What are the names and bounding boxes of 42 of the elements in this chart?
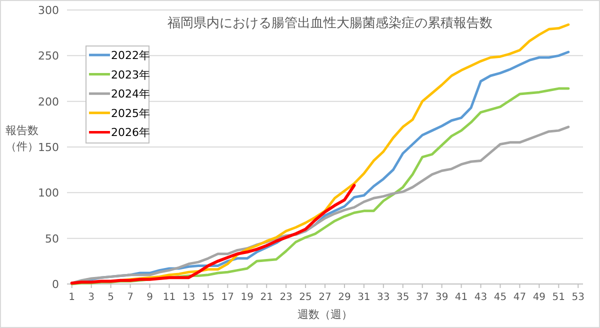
legend-label: 2022年 [111,49,150,62]
y-tick-label: 250 [38,50,59,63]
x-tick-label: 39 [435,292,448,303]
legend-label: 2026年 [111,126,150,140]
x-tick-label: 7 [127,292,134,303]
x-tick-label: 51 [552,292,566,303]
x-tick-label: 15 [202,292,215,303]
x-tick-label: 35 [396,292,410,303]
x-tick-label: 27 [318,292,332,303]
y-tick-label: 200 [38,95,59,108]
y-tick-label: 0 [52,278,59,291]
x-tick-label: 13 [182,292,196,303]
x-tick-label: 29 [338,292,351,303]
x-tick-label: 1 [68,292,76,303]
x-tick-label: 3 [88,292,95,303]
x-tick-label: 23 [280,292,292,303]
y-tick-label: 300 [38,4,59,17]
x-tick-label: 41 [454,292,468,303]
x-tick-label: 19 [240,292,254,303]
x-tick-label: 53 [572,292,584,303]
y-tick-label: 100 [38,186,59,200]
x-tick-label: 33 [377,292,390,303]
x-tick-label: 45 [494,292,507,303]
x-tick-label: 21 [260,292,273,303]
text: 福岡県内における腸管出血性大腸菌感染症の累積報告数 [168,16,492,31]
x-tick-label: 49 [532,292,546,303]
x-tick-label: 25 [299,292,312,303]
x-tick-label: 17 [221,292,234,303]
y-tick-label: 50 [45,232,59,246]
x-tick-label: 37 [416,292,429,303]
legend-label: 2024年 [111,88,150,101]
y-axis-title: 報告数（件） [6,124,38,153]
x-tick-label: 11 [162,292,176,303]
legend-label: 2025年 [111,106,150,120]
x-tick-label: 5 [108,292,114,303]
x-tick-label: 31 [358,292,370,303]
x-tick-label: 43 [474,292,488,303]
x-axis-title: 週数（週） [298,308,352,321]
y-tick-label: 150 [38,141,59,154]
legend-label: 2023年 [111,68,150,82]
x-tick-label: 9 [146,292,153,303]
x-tick-label: 47 [513,292,526,303]
